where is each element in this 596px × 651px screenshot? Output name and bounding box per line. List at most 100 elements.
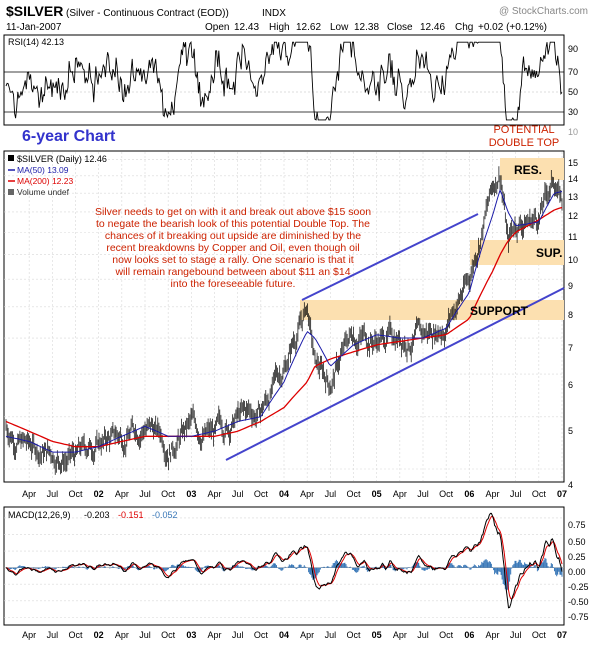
price-x-label: Jul — [232, 489, 244, 499]
legend-price: $SILVER (Daily) 12.46 — [17, 154, 107, 164]
high-label: High — [269, 22, 290, 33]
chg-label: Chg — [455, 22, 473, 33]
macd-tick-m025: -0.25 — [568, 582, 589, 592]
rsi-tick-90: 90 — [568, 44, 578, 54]
macd-value-3: -0.052 — [152, 510, 178, 520]
price-tick-7: 7 — [568, 343, 573, 353]
commentary-line-1: Silver needs to get on with it and break… — [95, 206, 371, 218]
legend-ma50: MA(50) 13.09 — [17, 165, 69, 175]
macd-x-label: Jul — [325, 630, 337, 640]
price-x-label: Oct — [346, 489, 361, 499]
price-x-label: Jul — [325, 489, 337, 499]
price-x-label: Oct — [161, 489, 176, 499]
price-x-label: Jul — [510, 489, 522, 499]
double-top-label-line2: DOUBLE TOP — [489, 137, 560, 149]
macd-x-label: Apr — [22, 630, 36, 640]
watermark: @ StockCharts.com — [499, 6, 588, 17]
legend-price-swatch — [8, 155, 14, 161]
exchange-label: INDX — [262, 8, 286, 19]
price-tick-10: 10 — [568, 255, 578, 265]
macd-x-label: 02 — [94, 630, 104, 640]
macd-x-label: Jul — [417, 630, 429, 640]
low-value: 12.38 — [354, 22, 379, 33]
instrument-name: (Silver - Continuous Contract (EOD)) — [66, 8, 229, 19]
upper-channel-trendline — [301, 213, 479, 301]
macd-x-label: Oct — [346, 630, 361, 640]
lower-channel-trendline — [225, 287, 565, 461]
commentary-line-2: to negate the bearish look of this poten… — [96, 218, 370, 230]
price-x-label: Apr — [115, 489, 129, 499]
price-axis-ticks: 15 14 13 12 11 10 9 8 7 6 5 4 — [568, 158, 578, 490]
commentary-line-5: now looks set to stage a rally. One scen… — [112, 254, 354, 266]
close-value: 12.46 — [420, 22, 445, 33]
macd-x-label: 06 — [464, 630, 474, 640]
price-tick-4: 4 — [568, 480, 573, 490]
support-lower-label: SUPPORT — [470, 304, 529, 318]
resistance-label: RES. — [514, 163, 542, 177]
macd-x-label: Apr — [393, 630, 407, 640]
rsi-tick-30: 30 — [568, 107, 578, 117]
price-legend: $SILVER (Daily) 12.46 MA(50) 13.09 MA(20… — [8, 154, 107, 197]
price-tick-11: 11 — [568, 232, 577, 242]
price-tick-14: 14 — [568, 174, 578, 184]
price-x-label: 07 — [557, 489, 567, 499]
support-zone-upper — [470, 240, 564, 265]
rsi-tick-10: 10 — [568, 127, 578, 137]
price-x-label: Apr — [207, 489, 221, 499]
open-value: 12.43 — [234, 22, 259, 33]
price-x-label: Oct — [254, 489, 269, 499]
macd-x-label: Jul — [510, 630, 522, 640]
support-upper-label: SUP. — [536, 246, 562, 260]
price-x-label: Jul — [139, 489, 151, 499]
price-tick-15: 15 — [568, 158, 578, 168]
macd-axis-ticks: 0.75 0.50 0.25 0.00 -0.25 -0.50 -0.75 — [568, 520, 589, 622]
commentary-line-4: recent breakdowns by Copper and Oil, eve… — [106, 242, 359, 254]
rsi-series-line — [5, 40, 563, 121]
chg-value: +0.02 (+0.12%) — [478, 22, 547, 33]
price-tick-9: 9 — [568, 281, 573, 291]
price-x-label: Oct — [439, 489, 454, 499]
macd-x-label: 07 — [557, 630, 567, 640]
macd-x-label: Jul — [232, 630, 244, 640]
price-x-label: Oct — [532, 489, 547, 499]
price-x-label: 05 — [372, 489, 382, 499]
price-x-label: Oct — [68, 489, 83, 499]
price-x-label: Apr — [300, 489, 314, 499]
macd-x-label: Jul — [139, 630, 151, 640]
ma50-line — [5, 189, 563, 453]
macd-label: MACD(12,26,9) — [8, 510, 71, 520]
macd-tick-050: 0.50 — [568, 537, 586, 547]
price-x-label: Apr — [393, 489, 407, 499]
legend-volume-swatch — [8, 189, 14, 195]
support-zone-lower — [300, 300, 564, 320]
high-value: 12.62 — [296, 22, 321, 33]
rsi-tick-70: 70 — [568, 67, 578, 77]
price-tick-5: 5 — [568, 426, 573, 436]
price-x-label: Apr — [485, 489, 499, 499]
macd-x-label: Apr — [115, 630, 129, 640]
macd-tick-000: 0.00 — [568, 567, 586, 577]
macd-x-label: 05 — [372, 630, 382, 640]
rsi-tick-50: 50 — [568, 87, 578, 97]
macd-tick-m075: -0.75 — [568, 612, 589, 622]
resistance-zone — [500, 158, 564, 180]
macd-x-label: Apr — [485, 630, 499, 640]
price-tick-13: 13 — [568, 192, 578, 202]
rsi-label: RSI(14) 42.13 — [8, 37, 64, 47]
price-x-axis-labels: Apr Jul Oct 02 Apr Jul Oct 03 Apr Jul Oct 04 Apr Jul O… — [22, 489, 567, 499]
open-label: Open — [205, 22, 229, 33]
macd-tick-075: 0.75 — [568, 520, 586, 530]
legend-ma200: MA(200) 12.23 — [17, 176, 73, 186]
macd-x-label: Oct — [161, 630, 176, 640]
commentary-line-7: into the foreseeable future. — [171, 278, 296, 290]
rsi-axis-ticks: 90 70 50 30 10 — [568, 44, 578, 137]
price-x-label: 03 — [186, 489, 196, 499]
macd-x-label: Oct — [439, 630, 454, 640]
legend-volume: Volume undef — [17, 187, 70, 197]
price-x-label: Jul — [417, 489, 429, 499]
commentary-text: Silver needs to get on with it and break… — [95, 206, 371, 290]
price-x-label: Jul — [47, 489, 59, 499]
macd-x-label: Apr — [300, 630, 314, 640]
price-x-label: 02 — [94, 489, 104, 499]
